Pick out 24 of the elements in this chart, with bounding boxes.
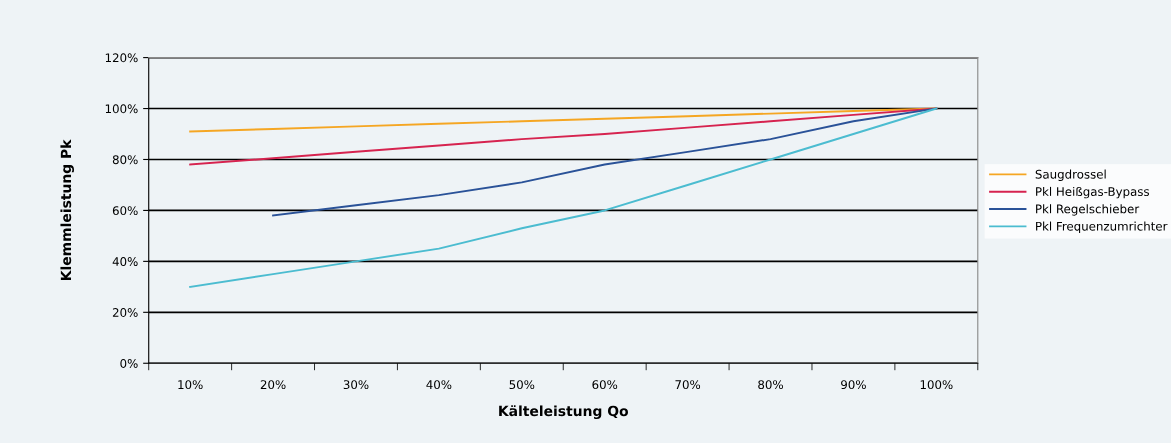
y-tick-label: 80% xyxy=(112,155,138,165)
x-tick-label: 60% xyxy=(592,380,618,390)
x-tick-label: 10% xyxy=(178,380,203,390)
y-tick-label: 120% xyxy=(105,53,138,63)
legend-label: Pkl Heißgas-Bypass xyxy=(1036,186,1150,199)
x-tick-label: 100% xyxy=(920,380,953,390)
x-axis-title: Kälteleistung Qo xyxy=(499,405,629,419)
y-tick-label: 0% xyxy=(120,358,138,368)
y-axis-title: Klemmleistung Pk xyxy=(60,139,74,280)
x-tick-label: 50% xyxy=(509,380,535,390)
x-tick-label: 20% xyxy=(260,380,286,390)
x-tick-label: 80% xyxy=(758,380,783,390)
y-tick-label: 40% xyxy=(112,257,138,267)
x-tick-label: 30% xyxy=(343,380,369,390)
x-tick-label: 70% xyxy=(675,380,701,390)
x-tick-label: 40% xyxy=(426,380,452,390)
legend-label: Pkl Regelschieber xyxy=(1036,204,1140,216)
y-tick-label: 20% xyxy=(112,308,138,317)
y-tick-label: 100% xyxy=(105,104,138,114)
legend-label: Saugdrossel xyxy=(1035,169,1106,181)
legend-label: Pkl Frequenzumrichter xyxy=(1036,221,1168,233)
x-tick-label: 90% xyxy=(841,380,866,390)
y-tick-label: 60% xyxy=(112,206,138,216)
line-series xyxy=(189,107,938,288)
